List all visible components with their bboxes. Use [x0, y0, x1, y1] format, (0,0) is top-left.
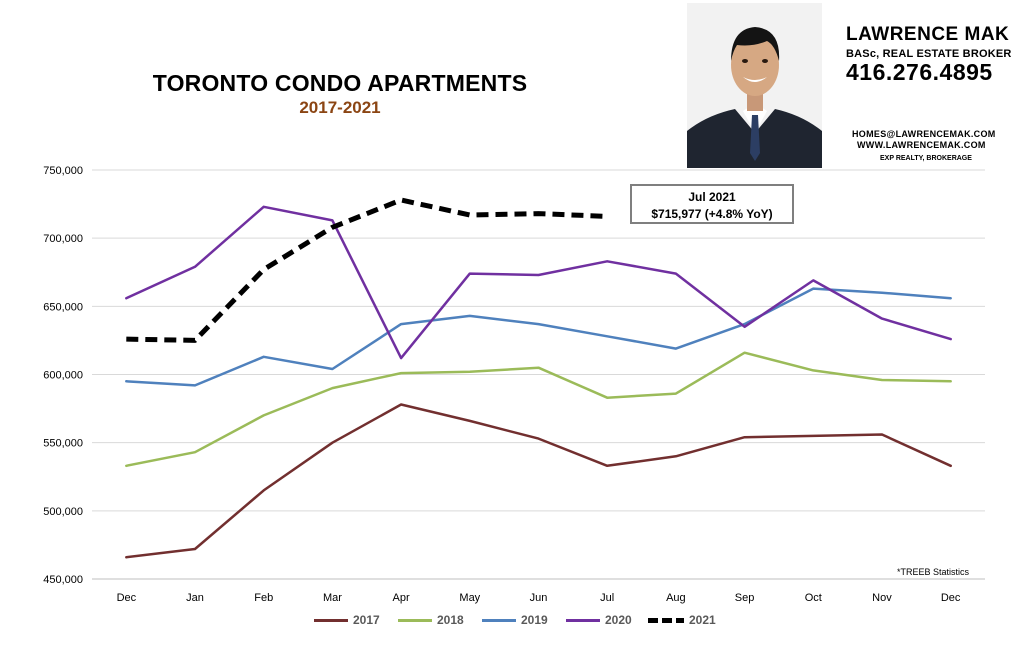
x-tick-label: Jun [530, 592, 548, 604]
x-tick-label: Mar [323, 592, 342, 604]
x-tick-label: Aug [666, 592, 686, 604]
x-tick-label: Feb [254, 592, 273, 604]
y-tick-label: 500,000 [43, 506, 83, 518]
legend-swatch [482, 618, 516, 622]
legend-swatch [566, 618, 600, 622]
legend-label: 2019 [521, 613, 548, 627]
x-tick-label: Nov [872, 592, 892, 604]
callout-line1: Jul 2021 [688, 190, 736, 204]
annotation-callout: Jul 2021 $715,977 (+4.8% YoY) [630, 184, 794, 224]
y-axis-ticks: 450,000 500,000 550,000 600,000 650,000 700,0… [43, 165, 83, 586]
agent-phone: 416.276.4895 [846, 59, 993, 85]
series-lines [125, 197, 952, 559]
callout-line2: $715,977 (+4.8% YoY) [651, 207, 773, 221]
legend-label: 2018 [437, 613, 464, 627]
legend-item-2019: 2019 [482, 613, 548, 627]
legend-swatch [648, 617, 684, 623]
x-tick-label: Apr [393, 592, 410, 604]
x-tick-label: Dec [941, 592, 961, 604]
y-tick-label: 700,000 [43, 233, 83, 245]
x-tick-label: Jul [600, 592, 614, 604]
agent-brokerage: EXP REALTY, BROKERAGE [880, 155, 972, 162]
chart-subtitle: 2017-2021 [299, 98, 381, 117]
legend-label: 2020 [605, 613, 632, 627]
y-tick-label: 750,000 [43, 165, 83, 177]
x-tick-label: Oct [805, 592, 822, 604]
series-line-2020 [125, 205, 952, 360]
legend-item-2020: 2020 [566, 613, 632, 627]
series-line-2018 [125, 351, 952, 468]
legend-swatch [314, 618, 348, 622]
legend-item-2017: 2017 [314, 613, 380, 627]
x-tick-label: Dec [117, 592, 137, 604]
x-axis-ticks: Dec Jan Feb Mar Apr May Jun Jul Aug Sep Oct Nov Dec [117, 592, 961, 604]
series-line-2019 [125, 287, 952, 387]
y-tick-label: 550,000 [43, 438, 83, 450]
agent-email: HOMES@LAWRENCEMAK.COM [852, 129, 996, 139]
legend-item-2021: 2021 [648, 613, 716, 627]
chart-legend: 2017 2018 2019 2020 2021 [0, 613, 1021, 633]
series-line-2017 [125, 403, 952, 559]
legend-label: 2021 [689, 613, 716, 627]
agent-role: BASc, REAL ESTATE BROKER [846, 48, 1012, 60]
chart-title: TORONTO CONDO APARTMENTS [152, 70, 528, 96]
y-tick-label: 650,000 [43, 301, 83, 313]
legend-item-2018: 2018 [398, 613, 464, 627]
x-tick-label: May [459, 592, 480, 604]
y-tick-label: 600,000 [43, 370, 83, 382]
source-note: *TREEB Statistics [897, 567, 970, 577]
agent-name: LAWRENCE MAK [846, 24, 1010, 45]
legend-swatch [398, 618, 432, 622]
series-line-2021 [126, 197, 608, 343]
agent-website: WWW.LAWRENCEMAK.COM [857, 140, 986, 150]
x-tick-label: Jan [186, 592, 204, 604]
x-tick-label: Sep [735, 592, 755, 604]
agent-photo [687, 3, 822, 168]
legend-label: 2017 [353, 613, 380, 627]
y-tick-label: 450,000 [43, 574, 83, 586]
